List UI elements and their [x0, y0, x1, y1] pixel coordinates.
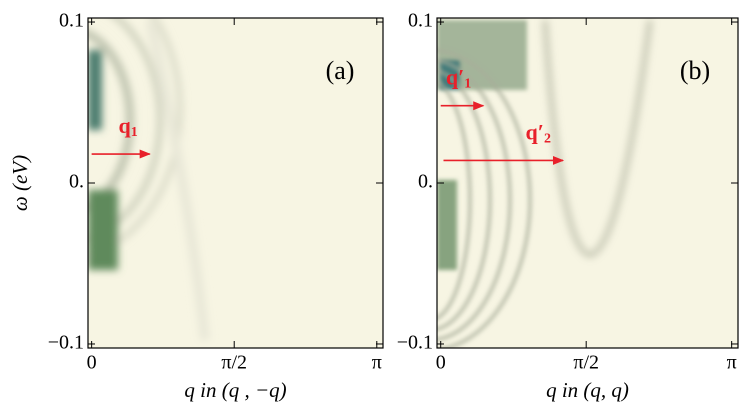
panel-label: (a): [326, 56, 355, 85]
annotation-text: q′: [526, 120, 544, 145]
heatmap-b: [437, 18, 738, 348]
panel-label: (b): [680, 56, 710, 85]
annotation-label: q1: [118, 113, 137, 140]
x-tick-label: π: [372, 352, 382, 374]
x-axis-label: q in (q , −q): [184, 378, 286, 402]
x-tick-label: π/2: [573, 352, 599, 374]
x-tick-label: 0: [87, 352, 97, 374]
y-tick-label: 0.: [418, 171, 433, 193]
annotation-subscript: 2: [544, 132, 551, 147]
y-tick-label: −0.1: [397, 332, 433, 354]
annotation-label: q′2: [526, 120, 551, 147]
y-tick-label: 0.1: [408, 10, 433, 32]
y-tick-label: −0.1: [48, 332, 84, 354]
y-axis-label: ω (eV): [8, 155, 32, 211]
annotation-label: q′1: [446, 65, 471, 92]
annotation-subscript: 1: [131, 125, 138, 140]
x-axis-label: q in (q, q): [546, 378, 629, 402]
annotation-subscript: 1: [464, 77, 471, 92]
x-tick-label: π/2: [221, 352, 247, 374]
heatmap-a: [88, 18, 383, 348]
annotation-text: q: [118, 113, 131, 138]
x-tick-label: π: [727, 352, 737, 374]
x-tick-label: 0: [436, 352, 446, 374]
annotation-text: q′: [446, 65, 464, 90]
y-tick-label: 0.1: [59, 10, 84, 32]
y-tick-label: 0.: [69, 171, 84, 193]
